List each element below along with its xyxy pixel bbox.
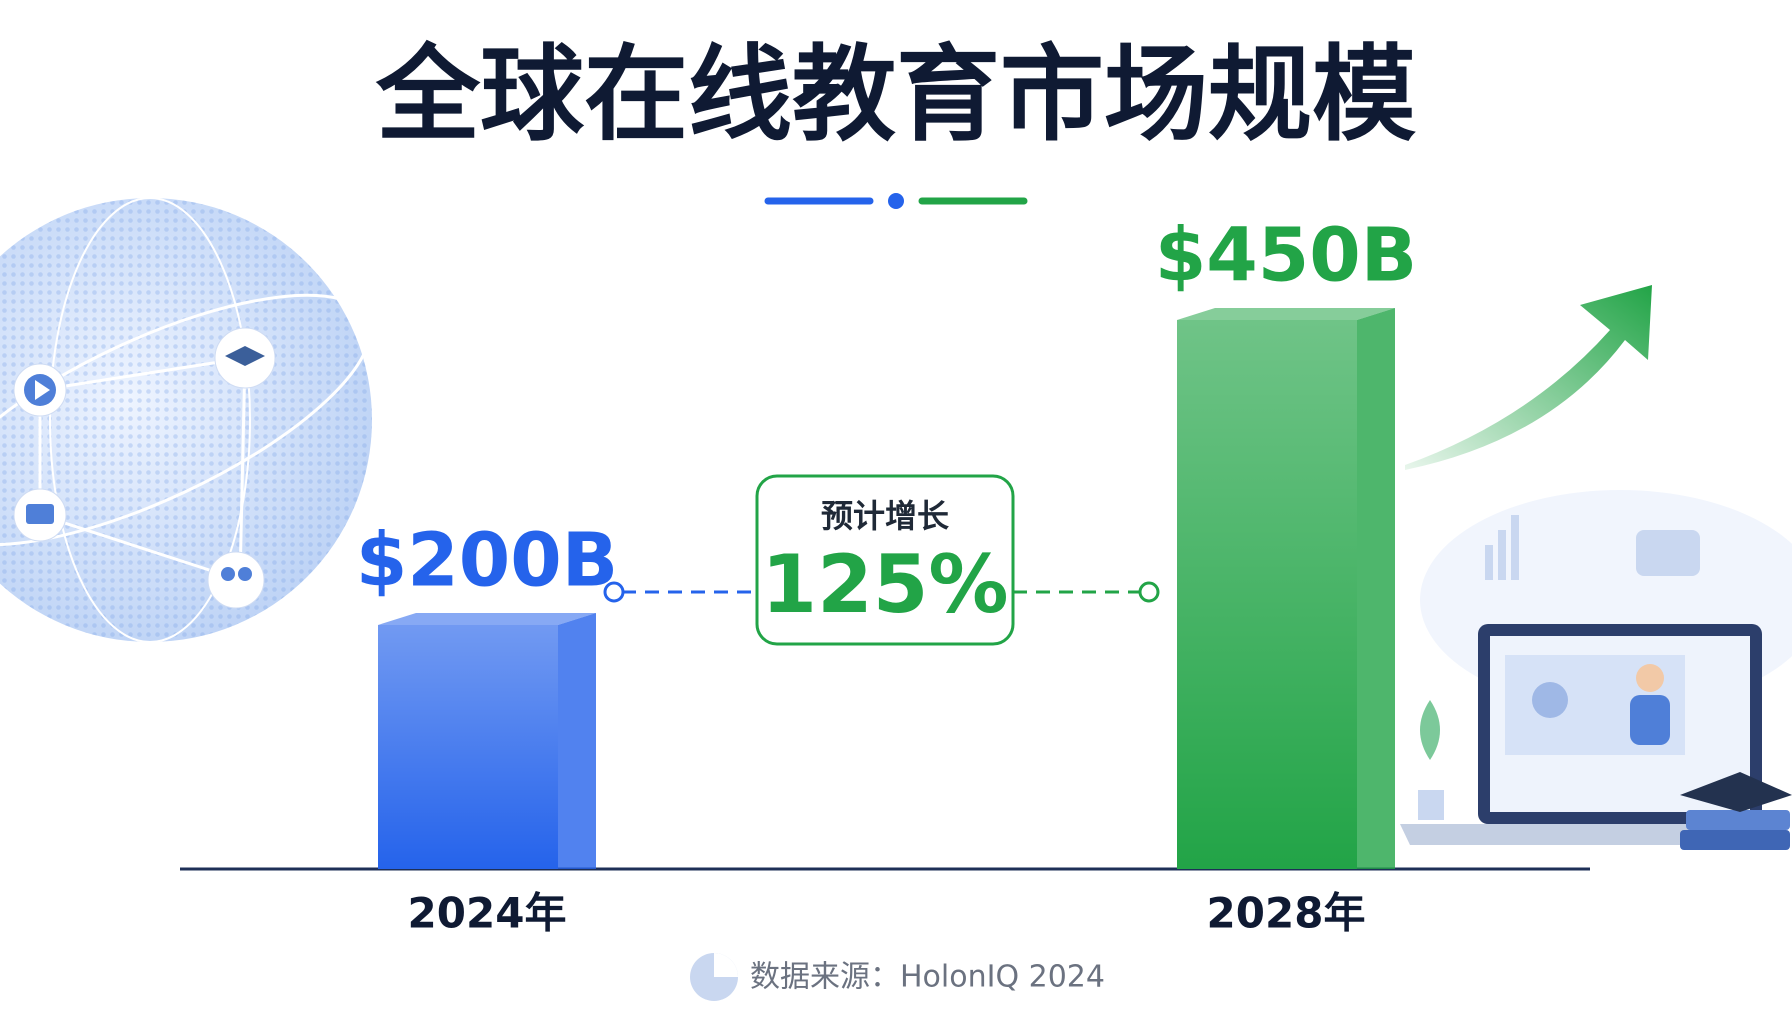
growth-arrow (1405, 285, 1652, 470)
growth-label: 预计增长 (821, 497, 949, 535)
bar-top (378, 613, 596, 625)
x-tick-label: 2024年 (408, 889, 567, 938)
laptop-illustration (1400, 490, 1792, 850)
bar-top (1177, 308, 1395, 320)
bar-side (558, 613, 596, 869)
globe-illustration (0, 197, 372, 643)
growth-value: 125% (761, 538, 1008, 631)
source-icon (690, 953, 738, 1001)
chart-title: 全球在线教育市场规模 (375, 33, 1416, 155)
source: 数据来源：HolonIQ 2024 (750, 960, 1105, 995)
bar-shine (378, 625, 558, 869)
bar-side (1357, 308, 1395, 869)
bar-shine (1177, 320, 1357, 869)
growth-connector (603, 474, 1160, 646)
title-divider (764, 193, 1028, 209)
value-label: $200B (356, 518, 618, 604)
x-tick-label: 2028年 (1207, 889, 1366, 938)
value-label: $450B (1155, 213, 1417, 299)
